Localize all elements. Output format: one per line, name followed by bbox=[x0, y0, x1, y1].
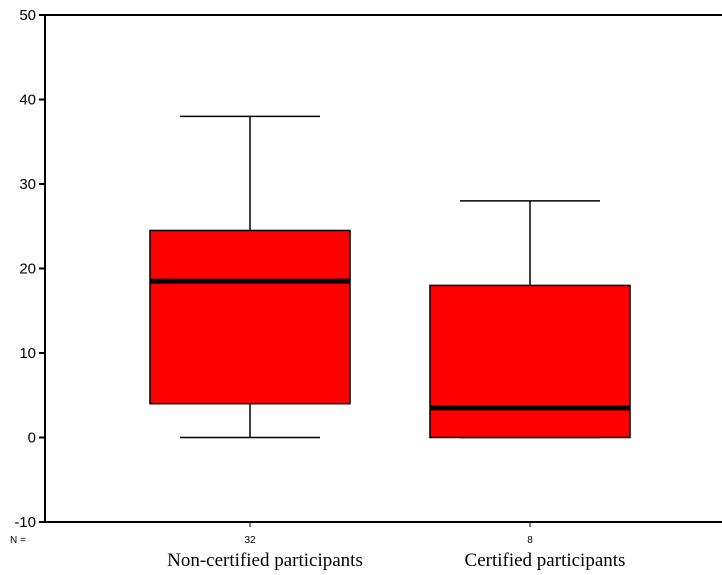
box-group: 8 Certified participants bbox=[429, 200, 631, 571]
y-tick-label: 30 bbox=[19, 176, 36, 193]
category-label: Certified participants bbox=[465, 550, 626, 571]
n-prefix-label: N = bbox=[10, 535, 26, 546]
y-tick-label: 0 bbox=[28, 430, 36, 447]
box-iqr bbox=[429, 284, 631, 439]
y-tick-label: -10 bbox=[14, 514, 36, 531]
n-count-label: 8 bbox=[527, 535, 533, 546]
box-group: 32 Non-certified participants bbox=[149, 115, 363, 571]
y-tick-label: 10 bbox=[19, 345, 36, 362]
y-tick-label: 40 bbox=[19, 92, 36, 109]
category-label: Non-certified participants bbox=[167, 550, 363, 571]
box-iqr bbox=[149, 229, 351, 405]
y-axis-ticks: -10 0 10 20 30 40 50 bbox=[14, 7, 45, 531]
boxes: 32 Non-certified participants 8 Certified p… bbox=[149, 115, 631, 571]
y-tick-label: 50 bbox=[19, 7, 36, 24]
y-tick-label: 20 bbox=[19, 261, 36, 278]
n-count-label: 32 bbox=[244, 535, 256, 546]
